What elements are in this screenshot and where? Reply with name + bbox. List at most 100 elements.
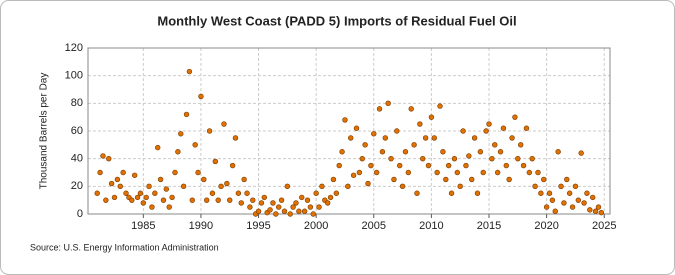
- point: [319, 183, 325, 190]
- point: [100, 153, 106, 159]
- point: [198, 93, 204, 100]
- point: [417, 121, 423, 127]
- point: [561, 200, 567, 206]
- source-note: Source: U.S. Energy Information Administ…: [30, 242, 219, 252]
- point: [469, 176, 475, 183]
- chart-title: Monthly West Coast (PADD 5) Imports of R…: [157, 13, 516, 28]
- point: [120, 169, 126, 176]
- point: [195, 169, 201, 176]
- point: [267, 207, 273, 213]
- x-tick-label: 1990: [189, 220, 213, 232]
- point: [114, 176, 121, 183]
- point: [460, 128, 466, 134]
- point: [244, 190, 250, 196]
- point: [578, 150, 584, 156]
- point: [474, 190, 481, 196]
- point: [293, 200, 299, 206]
- point: [284, 183, 291, 190]
- point: [180, 183, 187, 190]
- point: [526, 169, 533, 176]
- point: [532, 183, 538, 190]
- x-tick-label: 2000: [304, 220, 328, 232]
- point: [437, 103, 443, 109]
- point: [382, 135, 388, 141]
- x-tick-label: 2025: [592, 220, 616, 232]
- point: [368, 162, 374, 169]
- y-tick-label: 0: [77, 208, 83, 220]
- x-tick-label: 2015: [477, 220, 501, 232]
- point: [414, 190, 420, 196]
- point: [134, 194, 141, 201]
- point: [431, 135, 437, 141]
- point: [155, 144, 161, 151]
- point: [477, 149, 484, 155]
- x-tick-label: 1995: [246, 220, 270, 232]
- point: [229, 162, 236, 169]
- point: [595, 204, 602, 210]
- point: [296, 208, 302, 214]
- x-tick-label: 1985: [131, 220, 155, 232]
- point: [494, 169, 501, 176]
- point: [258, 200, 265, 206]
- point: [166, 204, 172, 210]
- point: [497, 149, 504, 155]
- point: [373, 169, 380, 176]
- point: [584, 190, 590, 196]
- point: [405, 169, 412, 176]
- point: [379, 149, 386, 155]
- point: [520, 162, 527, 169]
- point: [440, 149, 446, 155]
- point: [192, 142, 198, 148]
- point: [555, 149, 561, 155]
- point: [590, 194, 596, 201]
- point: [209, 190, 216, 196]
- point: [359, 155, 365, 162]
- point: [466, 153, 472, 159]
- point: [345, 183, 351, 190]
- point: [301, 208, 308, 214]
- point: [143, 194, 149, 201]
- point: [224, 180, 230, 187]
- point: [183, 111, 190, 118]
- point: [483, 128, 489, 134]
- point: [445, 162, 452, 169]
- point: [541, 176, 547, 183]
- point: [232, 135, 239, 141]
- x-tick-label: 2020: [534, 220, 558, 232]
- point: [546, 190, 553, 196]
- point: [307, 204, 314, 210]
- point: [241, 176, 247, 183]
- point: [538, 190, 544, 196]
- point: [448, 190, 455, 196]
- point: [399, 183, 406, 190]
- point: [117, 183, 123, 190]
- point: [189, 197, 195, 203]
- point: [581, 200, 587, 206]
- point: [558, 183, 564, 190]
- point: [434, 169, 440, 176]
- point: [492, 142, 498, 148]
- point: [103, 197, 109, 203]
- point: [327, 194, 334, 201]
- point: [218, 183, 224, 190]
- point: [146, 183, 152, 190]
- point: [261, 194, 268, 201]
- point: [411, 142, 417, 148]
- point: [428, 114, 435, 120]
- point: [336, 162, 342, 169]
- point: [391, 176, 397, 183]
- point: [575, 197, 582, 203]
- point: [376, 106, 383, 112]
- point: [111, 194, 118, 201]
- point: [123, 190, 129, 196]
- point: [221, 121, 227, 127]
- point: [371, 131, 377, 137]
- point: [278, 197, 285, 203]
- point: [535, 169, 541, 176]
- point: [489, 155, 495, 162]
- point: [255, 208, 262, 214]
- y-tick-label: 20: [71, 180, 83, 192]
